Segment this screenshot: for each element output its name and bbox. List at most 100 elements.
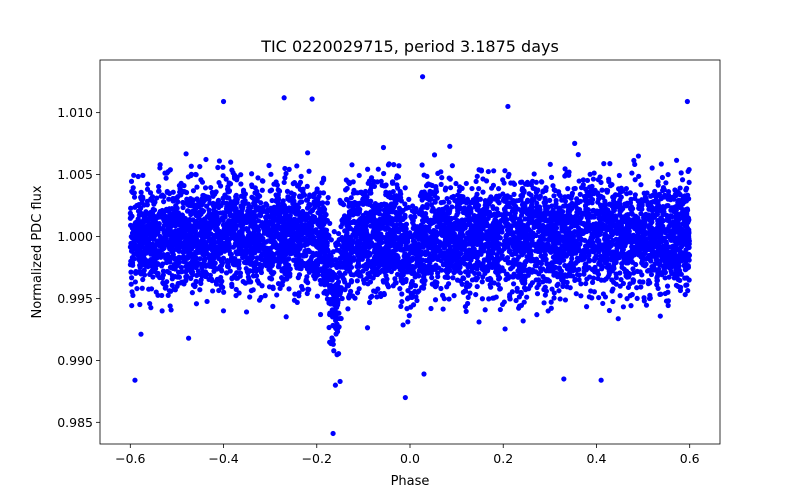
data-point — [419, 162, 425, 168]
data-point — [609, 288, 615, 294]
data-point — [384, 224, 390, 231]
data-point — [545, 226, 551, 232]
data-point — [350, 293, 356, 299]
data-point — [294, 299, 300, 306]
data-point — [386, 161, 392, 167]
data-point — [672, 204, 678, 210]
data-point — [324, 217, 330, 224]
data-point — [169, 282, 175, 288]
data-point — [474, 266, 480, 272]
data-point — [457, 205, 463, 212]
data-point — [297, 193, 303, 199]
data-point — [649, 165, 655, 171]
data-point — [131, 194, 138, 200]
data-point — [465, 294, 471, 300]
data-point — [686, 179, 692, 186]
data-point — [226, 188, 232, 194]
data-point — [128, 178, 135, 184]
data-point — [201, 258, 208, 264]
data-point — [534, 291, 541, 297]
data-point — [137, 301, 143, 308]
data-point — [582, 186, 589, 192]
data-point — [179, 268, 185, 275]
data-point — [456, 188, 462, 194]
data-point — [233, 192, 239, 198]
data-point — [390, 283, 396, 289]
data-point — [610, 202, 616, 208]
data-point — [678, 170, 684, 176]
data-point — [497, 235, 503, 241]
data-point — [408, 264, 414, 270]
data-point — [350, 238, 356, 244]
data-point — [455, 192, 461, 198]
data-point — [439, 175, 445, 181]
data-point — [548, 299, 554, 305]
data-point — [636, 173, 642, 179]
data-point — [479, 296, 486, 302]
data-point — [646, 216, 652, 222]
data-point — [542, 292, 548, 298]
data-point — [148, 305, 154, 311]
data-point — [364, 325, 371, 331]
data-point — [388, 205, 394, 211]
data-point — [573, 291, 579, 297]
data-point — [595, 177, 601, 183]
data-point — [459, 217, 465, 223]
data-point — [461, 260, 467, 266]
data-point — [152, 257, 158, 263]
data-point — [410, 238, 417, 244]
data-point — [637, 219, 643, 225]
data-point — [165, 217, 171, 224]
data-point — [314, 293, 321, 299]
data-point — [308, 256, 314, 263]
data-point — [310, 250, 316, 256]
data-point — [445, 281, 452, 287]
data-point — [354, 290, 361, 296]
data-point — [360, 201, 366, 207]
data-point — [345, 306, 351, 312]
data-point — [495, 186, 502, 192]
data-point — [435, 170, 441, 177]
data-point — [556, 210, 562, 216]
data-point — [447, 143, 453, 149]
data-point — [610, 298, 616, 305]
data-point — [683, 282, 689, 288]
data-point — [476, 271, 482, 277]
data-point — [432, 199, 438, 205]
data-point — [587, 171, 593, 177]
data-point — [618, 194, 624, 200]
data-point — [365, 166, 371, 172]
data-point — [578, 281, 584, 287]
data-point — [478, 251, 484, 257]
data-point — [310, 194, 316, 200]
data-point — [156, 184, 162, 190]
data-point — [648, 235, 654, 241]
data-point — [466, 247, 472, 253]
data-point — [595, 275, 601, 282]
data-point — [264, 202, 270, 208]
data-point — [580, 177, 586, 183]
data-point — [569, 256, 575, 262]
data-point — [551, 187, 557, 193]
data-point — [140, 196, 146, 202]
data-point — [598, 193, 604, 199]
data-point — [348, 271, 354, 278]
data-point — [288, 190, 295, 196]
data-point — [228, 159, 234, 165]
data-point — [461, 198, 467, 204]
data-point — [549, 203, 555, 209]
data-point — [220, 173, 226, 179]
data-point — [623, 186, 629, 192]
data-point — [400, 216, 406, 222]
data-point — [557, 296, 563, 302]
data-point — [664, 283, 671, 289]
data-point — [598, 262, 604, 268]
data-points — [127, 74, 693, 437]
data-point — [625, 211, 631, 218]
data-point — [450, 193, 457, 200]
data-point — [222, 192, 228, 198]
data-point — [536, 195, 542, 201]
data-point — [231, 202, 237, 208]
data-point — [204, 298, 210, 305]
data-point — [663, 180, 669, 186]
